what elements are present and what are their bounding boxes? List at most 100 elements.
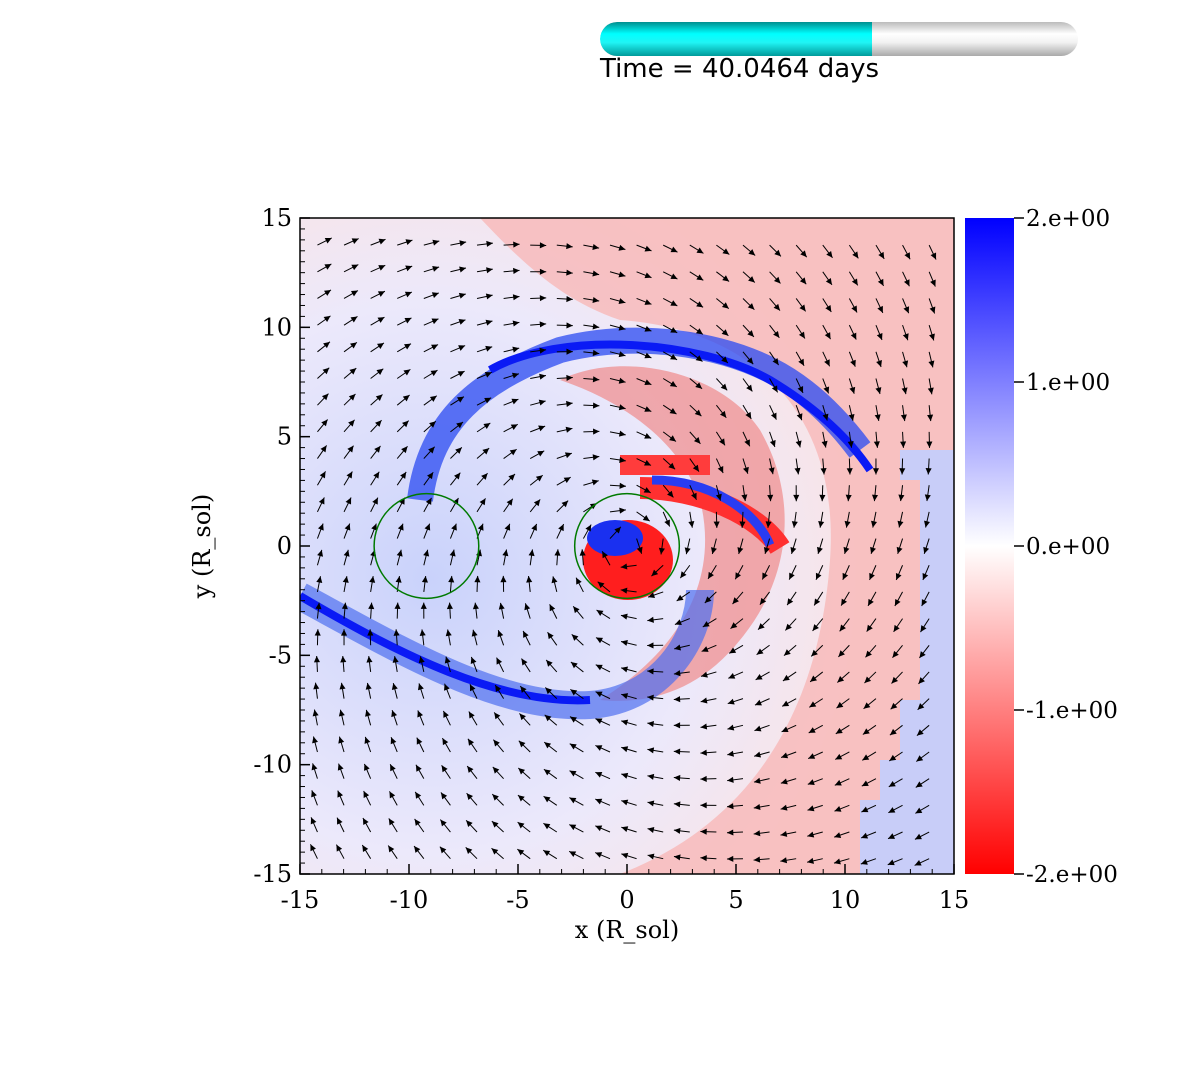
x-tick-label: 5	[728, 886, 743, 914]
velocity-arrow-head	[319, 471, 326, 479]
velocity-arrow-head	[512, 294, 520, 301]
velocity-arrow-head	[741, 494, 748, 502]
velocity-arrow-head	[673, 827, 681, 834]
velocity-arrow-head	[311, 790, 317, 798]
velocity-arrow-head	[923, 546, 930, 554]
velocity-arrow-head	[465, 847, 473, 854]
velocity-arrow-head	[644, 272, 652, 279]
velocity-arrow-head	[523, 630, 529, 638]
velocity-arrow-head	[818, 520, 825, 528]
velocity-arrow-head	[372, 497, 378, 505]
velocity-arrow-head	[673, 670, 681, 677]
velocity-arrow-head	[621, 746, 629, 753]
velocity-arrow-head	[517, 795, 525, 802]
velocity-arrow-head	[695, 328, 703, 335]
velocity-arrow-head	[762, 572, 768, 580]
velocity-arrow-head	[566, 269, 573, 276]
velocity-arrow-head	[847, 441, 854, 448]
velocity-arrow-head	[618, 271, 626, 278]
velocity-arrow-head	[726, 855, 734, 862]
velocity-arrow-head	[889, 754, 897, 761]
velocity-arrow-head	[700, 749, 707, 756]
velocity-arrow-head	[845, 494, 852, 502]
velocity-arrow-head	[719, 438, 725, 446]
velocity-arrow-head	[673, 774, 681, 781]
velocity-arrow-head	[780, 778, 788, 785]
velocity-arrow-head	[486, 267, 493, 274]
velocity-arrow-head	[835, 727, 843, 734]
velocity-arrow-head	[539, 295, 547, 302]
velocity-arrow-head	[871, 494, 879, 502]
velocity-arrow-head	[441, 765, 448, 773]
velocity-arrow-head	[484, 397, 492, 404]
velocity-arrows	[309, 237, 937, 866]
velocity-arrow-head	[924, 520, 930, 528]
velocity-arrow-head	[798, 331, 805, 339]
velocity-arrow-head	[643, 487, 651, 493]
velocity-arrow-head	[338, 709, 345, 717]
velocity-arrow-head	[366, 656, 373, 663]
velocity-arrow-head	[816, 546, 823, 554]
velocity-arrow-head	[565, 426, 573, 433]
velocity-arrow-head	[743, 466, 749, 474]
velocity-arrow-head	[811, 649, 818, 657]
velocity-arrow-head	[566, 374, 573, 381]
velocity-arrow-head	[691, 492, 697, 500]
velocity-arrow-head	[417, 683, 424, 691]
velocity-arrow-head	[722, 248, 730, 255]
velocity-arrow-head	[670, 273, 678, 280]
velocity-arrow-head	[348, 393, 356, 401]
velocity-arrow-head	[429, 421, 436, 428]
velocity-arrow-head	[696, 301, 704, 308]
velocity-arrow-head	[404, 343, 412, 350]
velocity-arrow-head	[427, 472, 434, 480]
velocity-arrow-head	[322, 367, 330, 375]
velocity-arrow-head	[673, 801, 681, 808]
velocity-arrow-head	[377, 291, 385, 297]
velocity-arrow-head	[647, 694, 654, 701]
velocity-arrow-head	[431, 318, 439, 325]
velocity-arrow-head	[921, 599, 928, 607]
velocity-arrow-head	[727, 698, 735, 705]
velocity-arrow-head	[320, 445, 327, 453]
velocity-arrow-head	[443, 710, 449, 718]
velocity-arrow-head	[373, 471, 380, 479]
velocity-arrow-head	[491, 821, 499, 828]
velocity-arrow-head	[592, 270, 600, 277]
velocity-arrow-head	[841, 598, 847, 606]
velocity-arrow-head	[483, 423, 491, 430]
y-tick-label: -10	[253, 751, 292, 779]
velocity-arrow-head	[430, 370, 438, 377]
velocity-arrow-head	[313, 655, 321, 663]
velocity-arrow-head	[925, 468, 932, 475]
velocity-arrow-head	[485, 319, 493, 326]
velocity-arrow-head	[700, 697, 708, 704]
velocity-arrow-head	[824, 332, 831, 340]
velocity-arrow-head	[696, 274, 704, 281]
velocity-arrow-head	[614, 526, 621, 534]
velocity-arrow-head	[342, 576, 349, 583]
velocity-arrow-head	[903, 306, 910, 314]
velocity-arrow-head	[592, 376, 600, 383]
velocity-arrow-head	[566, 400, 573, 407]
velocity-arrow-head	[916, 755, 924, 762]
velocity-arrow-head	[474, 575, 481, 583]
velocity-arrow-head	[732, 597, 739, 605]
velocity-arrow-head	[772, 358, 779, 366]
velocity-arrow-head	[313, 682, 320, 690]
velocity-arrow-head	[791, 521, 798, 528]
velocity-arrow-head	[314, 629, 321, 636]
velocity-arrow-head	[566, 296, 573, 303]
velocity-arrow-head	[310, 817, 317, 825]
velocity-arrow-head	[415, 764, 422, 772]
velocity-arrow-head	[404, 291, 412, 298]
velocity-arrow-head	[621, 799, 629, 806]
velocity-arrow-head	[888, 807, 896, 813]
velocity-arrow-head	[425, 497, 432, 505]
velocity-arrow-head	[695, 355, 703, 362]
y-axis-label: y (R_sol)	[188, 494, 216, 599]
velocity-arrow-head	[531, 523, 537, 531]
velocity-arrow-head	[498, 602, 505, 610]
velocity-arrow-head	[397, 523, 404, 531]
velocity-arrow-head	[739, 521, 746, 528]
